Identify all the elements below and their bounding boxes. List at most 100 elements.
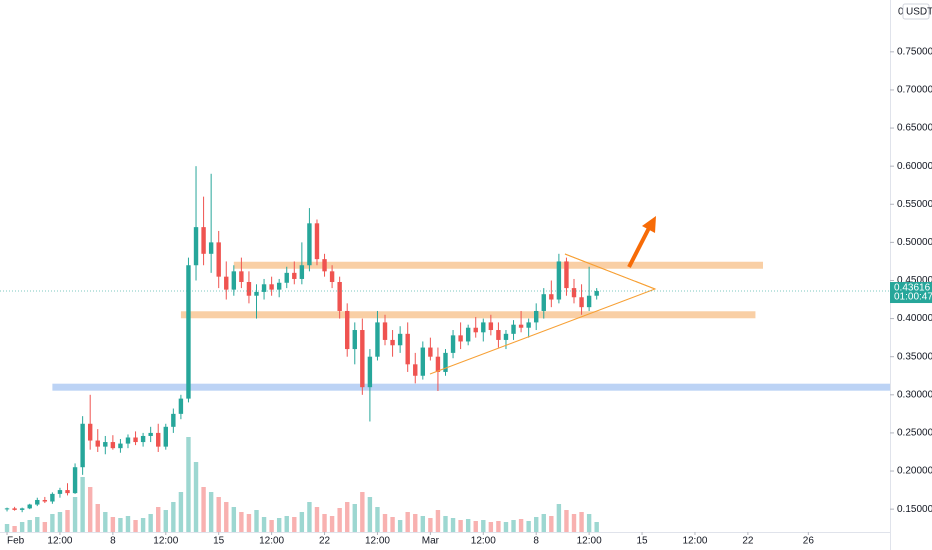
volume-bar [87, 487, 93, 532]
candle-body [110, 442, 116, 449]
y-tick-label: 0.55000 [897, 199, 932, 210]
currency: 0 [898, 7, 904, 18]
candle-body [140, 435, 146, 443]
volume-bar [171, 502, 176, 532]
volume-bar [239, 512, 244, 532]
volume-bar [72, 497, 78, 532]
volume-bar [443, 516, 448, 532]
volume-bar [156, 507, 161, 532]
volume-bar [4, 524, 10, 532]
volume-bar [224, 502, 229, 532]
volume-bar [496, 521, 501, 532]
candle-body [481, 322, 486, 333]
volume-bar [186, 437, 191, 532]
volume-bar [140, 518, 146, 532]
volume [4, 437, 599, 532]
candle-body [50, 493, 55, 502]
candle-body [307, 223, 312, 266]
candle-body [57, 490, 63, 494]
candle-body [443, 352, 448, 372]
volume-bar [511, 520, 516, 532]
candle-body [216, 242, 221, 277]
candle-body [35, 499, 40, 505]
y-tick-label: 0.15000 [897, 504, 932, 515]
volume-bar [299, 512, 305, 532]
volume-bar [413, 514, 418, 532]
candle-body [299, 265, 305, 279]
x-tick-label: 12:00 [153, 536, 178, 547]
candle-body [239, 271, 244, 283]
volume-bar [450, 518, 456, 532]
last-price-label: 0.43616 [894, 283, 931, 294]
candle-body [171, 413, 176, 427]
volume-bar [216, 497, 221, 532]
candle-body [269, 284, 274, 290]
candle-body [156, 432, 161, 447]
volume-bar [80, 477, 85, 532]
candle-body [246, 282, 252, 296]
volume-bar [163, 510, 168, 532]
volume-bar [382, 514, 388, 532]
volume-bar [322, 514, 327, 532]
x-tick-label: Mar [422, 536, 440, 547]
candle-body [261, 284, 267, 292]
candle-body [95, 440, 100, 447]
volume-bar [345, 502, 350, 532]
volume-bar [397, 520, 403, 532]
candle-body [382, 322, 388, 340]
candle-body [80, 423, 85, 468]
volume-bar [261, 517, 267, 532]
candle-body [231, 271, 237, 290]
candle-body [337, 282, 342, 311]
volume-bar [367, 497, 373, 532]
candle-body [534, 310, 539, 323]
volume-bar [57, 512, 63, 532]
volume-bar [503, 522, 509, 532]
volume-bar [19, 522, 25, 532]
candle-body [4, 508, 10, 510]
volume-bar [110, 517, 116, 532]
candle-body [163, 426, 168, 447]
volume-bar [269, 520, 274, 532]
candle-body [103, 442, 108, 447]
countdown: 01:00:47 [894, 292, 932, 303]
candle-body [19, 508, 25, 510]
x-tick-label: 22 [742, 536, 754, 547]
candle-body [518, 324, 524, 328]
candle-body [208, 242, 214, 254]
arrow-head [642, 216, 656, 233]
volume-bar [103, 512, 108, 532]
candle-body [322, 259, 327, 272]
candle-body [511, 324, 516, 334]
y-tick-label: 0.65000 [897, 123, 932, 134]
volume-bar [314, 507, 320, 532]
volume-bar [201, 487, 206, 532]
volume-bar [564, 510, 569, 532]
volume-bar [231, 507, 237, 532]
candle-body [329, 271, 335, 283]
volume-bar [178, 492, 184, 532]
volume-bar [375, 507, 380, 532]
y-tick-label: 0.70000 [897, 85, 932, 96]
volume-bar [526, 521, 531, 532]
volume-bar [246, 514, 252, 532]
volume-bar [579, 512, 584, 532]
zones [52, 261, 891, 391]
zone [233, 261, 763, 269]
volume-bar [208, 492, 214, 532]
x-tick-label: 8 [110, 536, 116, 547]
zone [52, 383, 891, 391]
x-tick-label: 26 [803, 536, 815, 547]
x-tick-label: 12:00 [259, 536, 284, 547]
candle-body [125, 437, 131, 444]
volume-bar [95, 504, 100, 532]
volume-bar [337, 508, 342, 532]
volume-bar [586, 514, 592, 532]
candle-body [12, 508, 17, 510]
volume-bar [292, 517, 297, 532]
volume-bar [473, 521, 478, 532]
candle-body [352, 330, 357, 350]
x-tick-label: Feb [7, 536, 25, 547]
volume-bar [50, 514, 55, 532]
y-tick-label: 0.50000 [897, 237, 932, 248]
